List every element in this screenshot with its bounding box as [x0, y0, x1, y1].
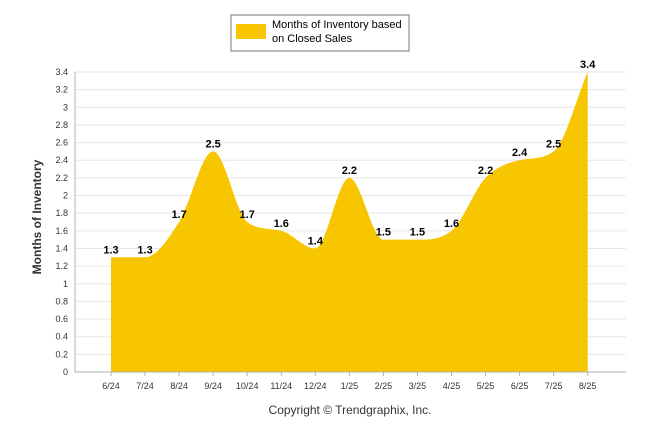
y-tick-label: 0.6	[55, 314, 68, 324]
data-label: 2.2	[342, 165, 357, 177]
legend-line-2: on Closed Sales	[272, 33, 353, 45]
x-tick-label: 1/25	[341, 381, 359, 391]
x-tick-label: 10/24	[236, 381, 259, 391]
y-axis-ticks: 0 0.2 0.4 0.6 0.8 1 1.2 1.4 1.6 1.8 2 2.2 2.4 2.6 2.8 3…	[55, 67, 68, 377]
data-label: 2.2	[478, 165, 493, 177]
series-area	[111, 72, 588, 372]
x-tick-label: 11/24	[270, 381, 292, 391]
data-label: 1.7	[240, 209, 255, 221]
data-label: 1.3	[137, 244, 152, 256]
data-label: 1.6	[274, 218, 289, 230]
y-tick-label: 1.2	[55, 261, 68, 271]
y-tick-label: 3	[63, 102, 68, 112]
y-tick-label: 0.8	[55, 296, 68, 306]
y-tick-label: 2.8	[55, 120, 68, 130]
y-tick-label: 0.4	[55, 332, 68, 342]
data-label: 2.4	[512, 147, 528, 159]
data-label: 1.5	[376, 227, 391, 239]
x-axis-ticks: 6/24 7/24 8/24 9/24 10/24 11/24 12/24 1/25 2/25 3…	[102, 372, 596, 391]
legend-line-1: Months of Inventory based	[272, 19, 402, 31]
x-tick-label: 5/25	[477, 381, 495, 391]
x-tick-label: 12/24	[304, 381, 327, 391]
x-tick-label: 9/24	[204, 381, 222, 391]
y-tick-label: 3.2	[55, 85, 68, 95]
x-tick-label: 8/24	[170, 381, 188, 391]
y-tick-label: 1.8	[55, 208, 68, 218]
legend: Months of Inventory based on Closed Sale…	[230, 14, 410, 52]
data-labels: 1.3 1.3 1.7 2.5 1.7 1.6 1.4 2.2 1.5 1.5 1.6 2.2 2.4 2…	[103, 59, 596, 256]
y-tick-label: 2	[63, 191, 68, 201]
data-label: 1.4	[308, 235, 324, 247]
x-tick-label: 3/25	[409, 381, 427, 391]
x-tick-label: 7/25	[545, 381, 563, 391]
y-tick-label: 0	[63, 367, 68, 377]
data-label: 1.7	[171, 209, 186, 221]
y-tick-label: 2.4	[55, 155, 68, 165]
axes	[74, 72, 626, 373]
x-tick-label: 4/25	[443, 381, 461, 391]
x-tick-label: 8/25	[579, 381, 597, 391]
x-tick-label: 2/25	[375, 381, 393, 391]
y-tick-label: 2.6	[55, 138, 68, 148]
data-label: 1.5	[410, 227, 425, 239]
data-label: 1.6	[444, 218, 459, 230]
y-tick-label: 2.2	[55, 173, 68, 183]
data-label: 2.5	[206, 138, 221, 150]
x-tick-label: 6/25	[511, 381, 529, 391]
data-label: 2.5	[546, 138, 561, 150]
data-label: 3.4	[580, 59, 596, 71]
y-tick-label: 1	[63, 279, 68, 289]
y-axis-title: Months of Inventory	[30, 159, 44, 274]
data-label: 1.3	[103, 244, 118, 256]
y-tick-label: 3.4	[55, 67, 68, 77]
x-tick-label: 6/24	[102, 381, 120, 391]
x-tick-label: 7/24	[136, 381, 154, 391]
copyright-footer: Copyright © Trendgraphix, Inc.	[269, 403, 432, 417]
y-tick-label: 1.4	[55, 243, 68, 253]
y-tick-label: 1.6	[55, 226, 68, 236]
y-tick-label: 0.2	[55, 349, 68, 359]
legend-swatch	[236, 24, 266, 39]
